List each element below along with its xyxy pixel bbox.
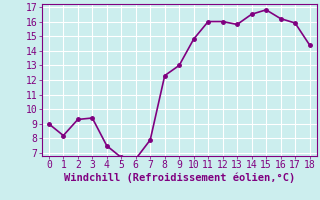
X-axis label: Windchill (Refroidissement éolien,°C): Windchill (Refroidissement éolien,°C) xyxy=(64,173,295,183)
